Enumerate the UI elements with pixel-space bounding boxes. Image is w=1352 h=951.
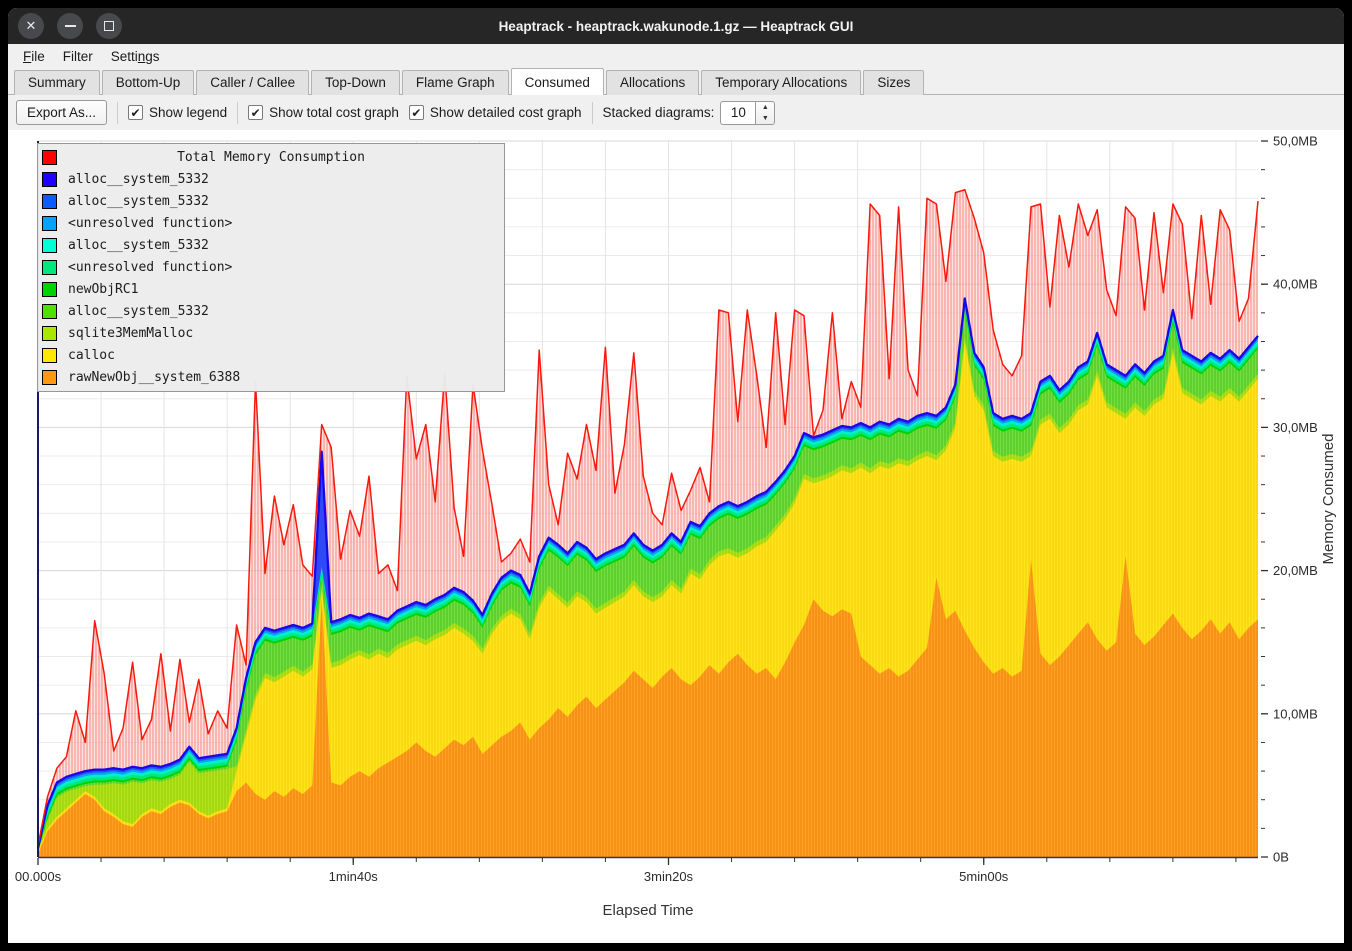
total-consumption-line <box>37 188 1259 846</box>
show-total-cost-label: Show total cost graph <box>269 105 399 120</box>
x-tick-label: 00.000s <box>15 869 62 884</box>
show-legend-checkbox[interactable]: ✔ Show legend <box>128 105 227 120</box>
show-detailed-cost-checkbox[interactable]: ✔ Show detailed cost graph <box>408 105 582 120</box>
checkbox-check-icon: ✔ <box>408 105 424 120</box>
stack-top-line <box>36 297 1259 849</box>
window-title: Heaptrack - heaptrack.wakunode.1.gz — He… <box>498 18 854 34</box>
legend-item-label: <unresolved function> <box>68 259 233 275</box>
legend-item-label: calloc <box>68 347 115 363</box>
spinner-buttons: ▲ ▼ <box>756 100 776 125</box>
show-detailed-cost-label: Show detailed cost graph <box>429 105 582 120</box>
legend-item: newObjRC1 <box>38 278 504 300</box>
legend-item: sqlite3MemMalloc <box>38 322 504 344</box>
y-tick-label: 10,0MB <box>1273 706 1318 721</box>
menu-item-settings[interactable]: Settings <box>110 48 160 64</box>
y-tick-label: 30,0MB <box>1273 420 1318 435</box>
heaptrack-window: ✕ Heaptrack - heaptrack.wakunode.1.gz — … <box>8 8 1344 943</box>
legend-item: alloc__system_5332 <box>38 190 504 212</box>
legend-item-label: alloc__system_5332 <box>68 171 209 187</box>
toolbar-separator <box>237 101 239 124</box>
x-axis-title: Elapsed Time <box>603 902 694 919</box>
memory-consumption-chart[interactable]: 00.000s 1min40s 3min20s 5min00s Elapsed Time… <box>8 130 1344 943</box>
show-legend-label: Show legend <box>149 105 228 120</box>
chart-panel: 00.000s 1min40s 3min20s 5min00s Elapsed Time… <box>8 130 1344 943</box>
legend-swatch-icon <box>42 325 57 341</box>
tab-temporary-allocations[interactable]: Temporary Allocations <box>701 70 862 95</box>
legend-item-label: sqlite3MemMalloc <box>68 325 194 341</box>
legend-item-label: alloc__system_5332 <box>68 237 209 253</box>
x-tick-label: 5min00s <box>959 869 1009 884</box>
spin-down-icon[interactable]: ▼ <box>761 114 769 122</box>
tab-bottom-up[interactable]: Bottom-Up <box>101 70 195 95</box>
menubar: File Filter Settings <box>8 44 1344 68</box>
tabbar: Summary Bottom-Up Caller / Callee Top-Down F… <box>8 68 1344 95</box>
y-axis-title: Memory Consumed <box>1320 434 1337 565</box>
legend-item: <unresolved function> <box>38 212 504 234</box>
y-tick-label: 50,0MB <box>1273 134 1318 149</box>
legend-item-label: alloc__system_5332 <box>68 193 209 209</box>
legend-item-label: alloc__system_5332 <box>68 303 209 319</box>
x-tick-label: 3min20s <box>644 869 694 884</box>
legend-item: calloc <box>38 344 504 366</box>
menu-item-filter[interactable]: Filter <box>62 48 93 64</box>
legend-swatch-icon <box>42 171 57 187</box>
legend-swatch-icon <box>42 215 57 231</box>
tab-allocations[interactable]: Allocations <box>605 70 700 95</box>
legend-item-label: newObjRC1 <box>68 281 139 297</box>
legend-item: alloc__system_5332 <box>38 234 504 256</box>
legend-item-label: <unresolved function> <box>68 215 233 231</box>
minimize-icon[interactable] <box>57 13 83 39</box>
legend-item: <unresolved function> <box>38 256 504 278</box>
tab-flame-graph[interactable]: Flame Graph <box>401 70 509 95</box>
export-as-button[interactable]: Export As... <box>16 100 108 125</box>
legend-item: alloc__system_5332 <box>38 168 504 190</box>
rawnewobj-area <box>38 556 1258 857</box>
stacked-diagrams-label: Stacked diagrams: <box>602 105 715 120</box>
close-icon[interactable]: ✕ <box>18 13 44 39</box>
titlebar: ✕ Heaptrack - heaptrack.wakunode.1.gz — … <box>8 8 1344 44</box>
y-tick-label: 40,0MB <box>1273 277 1318 292</box>
toolbar-separator <box>117 101 119 124</box>
tab-sizes[interactable]: Sizes <box>863 70 925 95</box>
tab-summary[interactable]: Summary <box>14 70 100 95</box>
spin-up-icon[interactable]: ▲ <box>761 103 769 111</box>
legend-swatch-icon <box>42 369 57 385</box>
legend-item-label: rawNewObj__system_6388 <box>68 369 241 385</box>
toolbar-separator <box>591 101 593 124</box>
tab-caller-callee[interactable]: Caller / Callee <box>196 70 310 95</box>
legend-item: alloc__system_5332 <box>38 300 504 322</box>
legend-swatch-icon <box>42 347 57 363</box>
checkbox-check-icon: ✔ <box>128 105 144 120</box>
menu-item-file[interactable]: File <box>23 48 45 64</box>
chart-legend: Total Memory Consumption alloc__system_53… <box>37 143 505 392</box>
show-total-cost-checkbox[interactable]: ✔ Show total cost graph <box>248 105 399 120</box>
stacked-diagrams-spinbox[interactable]: 10 <box>720 100 757 125</box>
maximize-icon[interactable] <box>96 13 122 39</box>
toolbar: Export As... ✔ Show legend ✔ Show total … <box>8 95 1344 130</box>
legend-swatch-icon <box>42 259 57 275</box>
y-tick-label: 0B <box>1273 850 1289 865</box>
legend-swatch-icon <box>42 237 57 253</box>
legend-swatch-icon <box>42 149 57 165</box>
legend-title-row: Total Memory Consumption <box>38 146 504 168</box>
legend-item: rawNewObj__system_6388 <box>38 366 504 388</box>
legend-swatch-icon <box>42 303 57 319</box>
tab-consumed[interactable]: Consumed <box>510 68 604 95</box>
x-tick-label: 1min40s <box>329 869 379 884</box>
tab-top-down[interactable]: Top-Down <box>311 70 400 95</box>
legend-title: Total Memory Consumption <box>177 149 365 165</box>
y-tick-label: 20,0MB <box>1273 563 1318 578</box>
checkbox-check-icon: ✔ <box>248 105 264 120</box>
legend-swatch-icon <box>42 193 57 209</box>
legend-swatch-icon <box>42 281 57 297</box>
